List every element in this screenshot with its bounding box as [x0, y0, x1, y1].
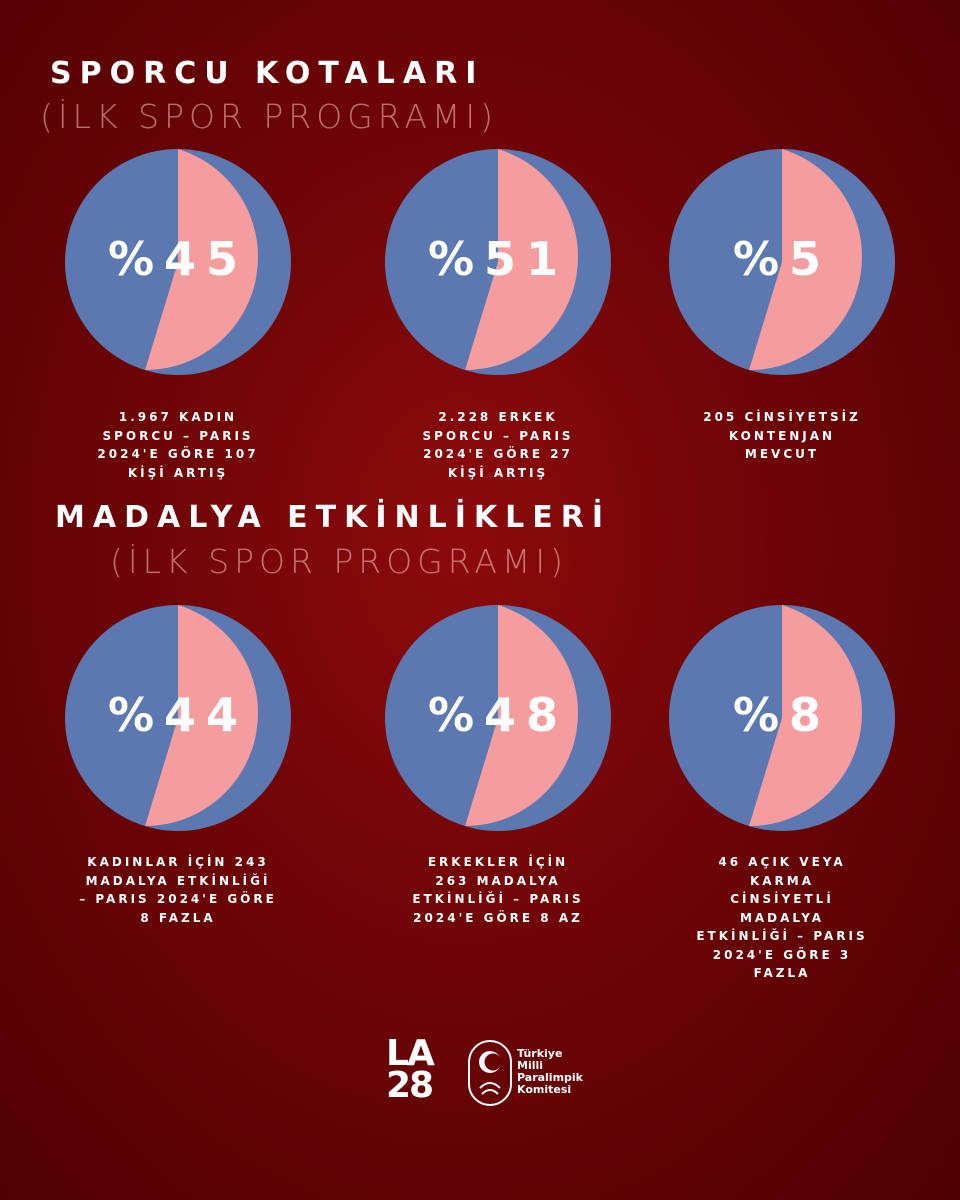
caption-line: 2024'E GÖRE 27 — [423, 447, 573, 461]
caption-line: 2024'E GÖRE 8 AZ — [413, 910, 583, 925]
pie-pink — [145, 149, 259, 371]
caption-line: SPORCU – PARIS — [102, 428, 254, 443]
caption-line: 46 AÇIK VEYA — [718, 855, 846, 869]
caption-line: KİŞİ ARTIŞ — [447, 465, 549, 480]
percent-label: %48 — [427, 688, 569, 742]
caption: 46 AÇIK VEYA KARMA CİNSİYETLİ MADALYA ETKİNL… — [662, 853, 902, 983]
emblem-agitos — [479, 1082, 501, 1095]
caption-line: KADINLAR İÇİN 243 — [87, 855, 269, 869]
caption-line: 2024'E GÖRE 107 — [97, 447, 259, 461]
caption: ERKEKLER İÇİN 263 MADALYA ETKİNLİĞİ – PARI… — [378, 853, 618, 927]
caption-line: ETKİNLİĞİ – PARIS — [412, 892, 584, 906]
caption-line: MEVCUT — [744, 447, 820, 461]
committee-emblem — [468, 1040, 512, 1106]
caption-line: KONTENJAN — [728, 428, 836, 443]
pie-pink — [465, 605, 578, 827]
percent-label: %44 — [107, 688, 249, 742]
caption: 1.967 KADIN SPORCU – PARIS 2024'E GÖRE 107… — [58, 408, 298, 482]
section-subtitle: (İLK SPOR PROGRAMI) — [40, 97, 498, 136]
pie-pink — [749, 149, 862, 371]
pie-graphic — [65, 605, 291, 831]
committee-name-line: Türkiye — [517, 1047, 563, 1060]
committee-name-line: Paralimpik — [517, 1071, 583, 1084]
caption-line: 2.228 ERKEK — [438, 410, 558, 424]
caption-line: FAZLA — [753, 966, 811, 980]
pie-graphic — [385, 149, 611, 375]
caption-line: 205 CİNSİYETSİZ — [703, 410, 861, 424]
caption-line: MADALYA ETKİNLİĞİ — [85, 873, 271, 888]
caption-line: – PARIS 2024'E GÖRE — [79, 892, 277, 906]
pie-pink — [465, 149, 578, 371]
caption-line: ERKEKLER İÇİN — [427, 855, 569, 869]
percent-label: %5 — [732, 232, 832, 286]
committee-name-line: Milli — [517, 1059, 544, 1072]
percent-label: %8 — [732, 688, 832, 742]
section-subtitle: (İLK SPOR PROGRAMI) — [110, 542, 568, 581]
caption-line: SPORCU – PARIS — [422, 428, 574, 443]
pie-graphic — [65, 149, 291, 375]
la-logo-bottom: 28 — [386, 1065, 434, 1106]
pie-graphic — [385, 605, 611, 831]
caption-line: ETKİNLİĞİ – PARIS — [696, 929, 868, 943]
caption-line: MADALYA — [739, 910, 825, 925]
pie-graphic — [669, 149, 895, 375]
section-title: MADALYA ETKİNLİKLERİ — [55, 500, 612, 535]
pie-pink — [749, 605, 862, 827]
la-logo-top: LA — [386, 1033, 435, 1074]
pie-pink — [145, 605, 259, 827]
percent-label: %51 — [427, 232, 569, 286]
emblem-moon-cut — [484, 1053, 502, 1071]
caption-line: 263 MADALYA — [435, 873, 561, 888]
caption-line: 8 FAZLA — [140, 910, 216, 925]
caption-line: 1.967 KADIN — [118, 410, 238, 424]
pie-graphic — [669, 605, 895, 831]
committee-name: Türkiye Milli Paralimpik Komitesi — [517, 1048, 583, 1096]
caption: 205 CİNSİYETSİZ KONTENJAN MEVCUT — [662, 408, 902, 464]
caption-line: KARMA — [749, 873, 815, 888]
percent-label: %45 — [107, 232, 249, 286]
caption: 2.228 ERKEK SPORCU – PARIS 2024'E GÖRE 27 K… — [378, 408, 618, 482]
caption-line: CİNSİYETLİ — [730, 892, 834, 906]
caption: KADINLAR İÇİN 243 MADALYA ETKİNLİĞİ – PARI… — [58, 853, 298, 927]
committee-name-line: Komitesi — [517, 1083, 572, 1096]
caption-line: 2024'E GÖRE 3 — [712, 947, 852, 962]
section-title: SPORCU KOTALARI — [50, 56, 485, 91]
emblem-frame — [468, 1040, 512, 1106]
caption-line: KİŞİ ARTIŞ — [127, 465, 229, 480]
